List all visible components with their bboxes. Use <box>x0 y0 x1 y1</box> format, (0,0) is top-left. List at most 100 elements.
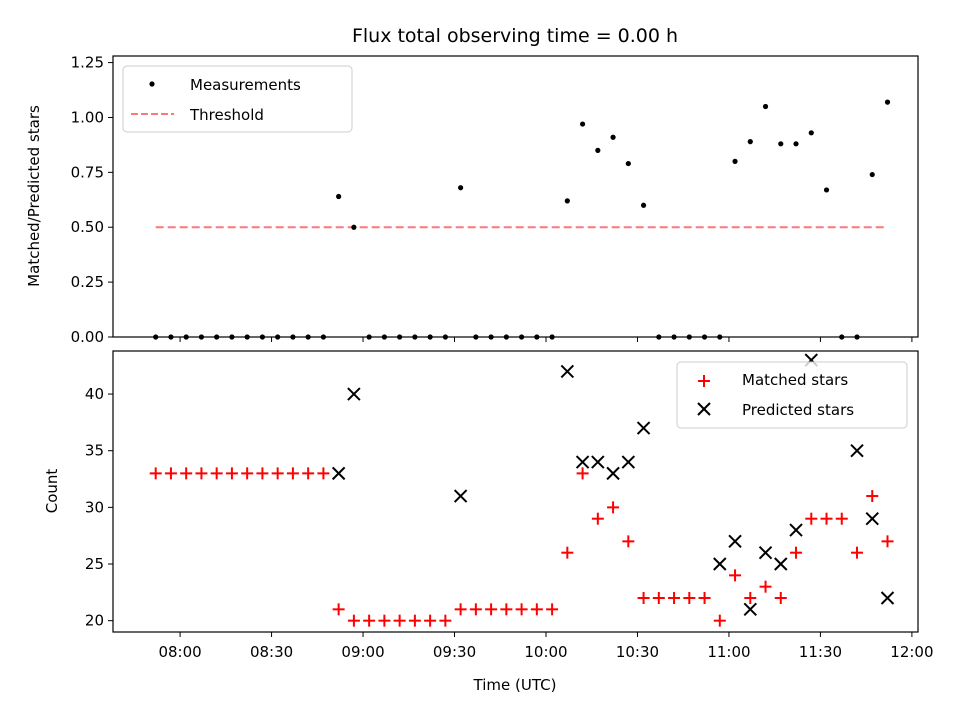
matched-point <box>363 614 376 627</box>
matched-point <box>378 614 391 627</box>
top-y-tick-label: 1.00 <box>71 108 104 126</box>
measurement-point <box>884 99 891 105</box>
matched-point <box>774 592 787 605</box>
top-y-tick-label: 1.25 <box>71 54 104 72</box>
top-axes-frame <box>112 55 919 338</box>
legend-predicted-label: Predicted stars <box>742 401 854 419</box>
matched-point <box>683 592 696 605</box>
matched-point <box>210 467 223 480</box>
matched-point <box>713 614 726 627</box>
predicted-point <box>850 444 864 458</box>
measurement-point <box>610 134 616 140</box>
matched-point <box>286 467 299 480</box>
matched-point <box>530 603 543 616</box>
matched-point <box>820 512 833 525</box>
matched-point <box>347 614 360 627</box>
matched-point <box>439 614 452 627</box>
matched-point <box>454 603 467 616</box>
x-tick-label: 12:00 <box>890 643 933 661</box>
matched-point <box>485 603 498 616</box>
matched-point <box>622 535 635 548</box>
matched-point <box>225 467 238 480</box>
bottom-legend-box <box>676 361 908 429</box>
predicted-point <box>347 387 361 401</box>
matched-point <box>744 592 757 605</box>
top-y-tick-label: 0.75 <box>71 163 104 181</box>
legend-matched-label: Matched stars <box>742 371 848 389</box>
matched-point <box>515 603 528 616</box>
bottom-axes-frame <box>112 350 919 633</box>
bottom-panel: 20 25 30 35 40 08:00 08:30 09:00 09:30 10:00 10:3… <box>43 350 934 694</box>
x-tick-label: 09:30 <box>433 643 476 661</box>
matched-point <box>698 592 711 605</box>
matched-point <box>866 490 879 503</box>
x-tick-label: 09:00 <box>341 643 384 661</box>
top-legend-box <box>122 65 353 133</box>
matched-point <box>805 512 818 525</box>
matched-point <box>408 614 421 627</box>
measurement-point <box>778 141 784 147</box>
predicted-point <box>728 534 742 549</box>
x-tick-label: 08:00 <box>158 643 201 661</box>
matched-point <box>393 614 406 627</box>
matched-point <box>851 546 864 559</box>
top-y-tick-label: 0.50 <box>71 218 104 236</box>
matched-point <box>835 512 848 525</box>
legend-matched-marker <box>698 375 710 387</box>
measurement-point <box>732 158 738 164</box>
bottom-y-tick-label: 25 <box>85 555 104 573</box>
matched-point <box>500 603 513 616</box>
measurement-point <box>747 139 753 145</box>
predicted-point <box>606 466 620 481</box>
matched-point <box>881 535 894 548</box>
matched-point <box>164 467 177 480</box>
matched-point <box>561 546 574 559</box>
matched-point <box>729 569 742 582</box>
measurement-point <box>458 185 464 191</box>
top-y-tick-label: 0.00 <box>71 328 104 346</box>
chart-title: Flux total observing time = 0.00 h <box>352 25 678 47</box>
matched-point <box>271 467 284 480</box>
measurement-point <box>869 171 875 178</box>
top-panel: 0.00 0.25 0.50 0.75 1.00 1.25 Matched/Predict… <box>25 54 919 346</box>
matched-point <box>317 467 330 480</box>
matched-point <box>256 467 269 480</box>
predicted-point <box>560 364 575 379</box>
legend-predicted-marker <box>697 402 711 416</box>
measurement-point <box>579 121 586 127</box>
top-y-tick-label: 0.25 <box>71 273 104 291</box>
x-tick-label: 08:30 <box>250 643 293 661</box>
matched-point <box>652 592 665 605</box>
top-y-axis-label: Matched/Predicted stars <box>25 105 43 287</box>
top-y-ticks: 0.00 0.25 0.50 0.75 1.00 1.25 <box>71 54 113 346</box>
measurement-point <box>823 187 830 193</box>
top-legend: Measurements Threshold <box>122 65 353 133</box>
measurement-point <box>640 202 647 208</box>
matched-point <box>195 467 208 480</box>
measurement-point <box>625 160 631 167</box>
predicted-point <box>713 557 727 571</box>
x-axis-label: Time (UTC) <box>473 676 557 694</box>
x-tick-label: 10:00 <box>524 643 567 661</box>
matched-point <box>668 592 681 605</box>
matched-point <box>424 614 437 627</box>
bottom-y-tick-label: 35 <box>85 442 104 460</box>
bottom-y-tick-label: 20 <box>85 612 104 630</box>
matched-point <box>546 603 559 616</box>
matched-point <box>469 603 482 616</box>
measurement-point <box>336 193 342 200</box>
measurement-point <box>595 147 601 153</box>
measurement-point <box>351 224 357 230</box>
bottom-y-axis-label: Count <box>43 469 61 514</box>
matched-point <box>607 501 620 514</box>
bottom-y-tick-label: 30 <box>85 498 104 516</box>
bottom-x-ticks: 08:00 08:30 09:00 09:30 10:00 10:30 11:00 11:30… <box>158 632 934 661</box>
bottom-y-tick-label: 40 <box>85 385 104 403</box>
predicted-point <box>743 602 757 617</box>
top-marks <box>153 99 891 340</box>
matched-point <box>149 467 162 480</box>
bottom-legend: Matched stars Predicted stars <box>676 361 908 429</box>
matched-point <box>790 546 803 559</box>
predicted-point <box>575 455 590 469</box>
